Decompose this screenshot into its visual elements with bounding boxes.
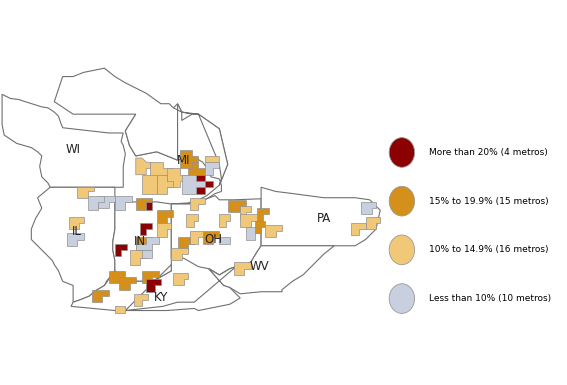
Text: KY: KY [154, 291, 168, 305]
Circle shape [389, 186, 414, 216]
Text: OH: OH [204, 233, 222, 246]
Polygon shape [142, 271, 159, 283]
Polygon shape [136, 158, 150, 175]
Polygon shape [150, 162, 174, 181]
Polygon shape [2, 94, 125, 187]
Text: IL: IL [73, 224, 82, 238]
Polygon shape [265, 225, 282, 238]
Polygon shape [182, 175, 205, 194]
Polygon shape [115, 306, 125, 313]
Polygon shape [125, 104, 228, 204]
Text: Less than 10% (10 metros): Less than 10% (10 metros) [429, 294, 551, 303]
Text: 15% to 19.9% (15 metros): 15% to 19.9% (15 metros) [429, 197, 549, 206]
Text: MI: MI [177, 154, 191, 167]
Polygon shape [171, 248, 188, 260]
Circle shape [389, 235, 414, 265]
Polygon shape [190, 198, 205, 210]
Polygon shape [140, 223, 153, 235]
Polygon shape [136, 250, 142, 258]
Polygon shape [167, 169, 188, 187]
Polygon shape [228, 200, 247, 213]
Polygon shape [205, 162, 219, 175]
Polygon shape [54, 68, 228, 185]
Polygon shape [88, 196, 104, 210]
Polygon shape [109, 271, 125, 283]
Polygon shape [257, 208, 269, 221]
Polygon shape [209, 246, 334, 294]
Polygon shape [31, 187, 115, 302]
Polygon shape [113, 202, 171, 281]
Polygon shape [136, 238, 159, 250]
Polygon shape [67, 233, 83, 246]
Text: 10% to 14.9% (16 metros): 10% to 14.9% (16 metros) [429, 245, 549, 254]
Polygon shape [190, 231, 202, 244]
Polygon shape [255, 221, 265, 233]
Polygon shape [69, 216, 83, 229]
Polygon shape [240, 206, 251, 219]
Polygon shape [188, 162, 205, 181]
Polygon shape [146, 202, 153, 210]
Polygon shape [219, 238, 230, 244]
Polygon shape [98, 196, 115, 208]
Polygon shape [156, 223, 171, 238]
Polygon shape [119, 277, 136, 290]
Polygon shape [142, 250, 153, 258]
Polygon shape [92, 290, 109, 302]
Polygon shape [261, 187, 380, 246]
Polygon shape [115, 196, 132, 210]
Polygon shape [115, 244, 128, 256]
Polygon shape [196, 175, 213, 194]
Polygon shape [156, 210, 174, 223]
Polygon shape [219, 214, 230, 227]
Polygon shape [174, 273, 188, 285]
Polygon shape [129, 250, 146, 264]
Polygon shape [156, 175, 174, 194]
Polygon shape [171, 196, 261, 275]
Polygon shape [142, 175, 167, 194]
Polygon shape [240, 214, 257, 227]
Circle shape [389, 138, 414, 167]
Polygon shape [202, 231, 219, 244]
Text: More than 20% (4 metros): More than 20% (4 metros) [429, 148, 548, 157]
Circle shape [389, 284, 414, 313]
Polygon shape [351, 223, 366, 235]
Polygon shape [247, 227, 261, 239]
Polygon shape [186, 214, 198, 227]
Polygon shape [366, 216, 380, 229]
Polygon shape [134, 294, 149, 306]
Polygon shape [234, 263, 251, 275]
Text: IN: IN [134, 235, 146, 248]
Text: WV: WV [249, 260, 269, 273]
Polygon shape [77, 187, 94, 198]
Polygon shape [205, 156, 219, 162]
Text: WI: WI [66, 143, 81, 156]
Polygon shape [180, 150, 198, 169]
Polygon shape [71, 264, 240, 311]
Polygon shape [146, 279, 161, 292]
Text: PA: PA [316, 212, 331, 225]
Polygon shape [136, 198, 153, 210]
Polygon shape [136, 238, 153, 250]
Polygon shape [361, 202, 376, 214]
Polygon shape [177, 238, 194, 250]
